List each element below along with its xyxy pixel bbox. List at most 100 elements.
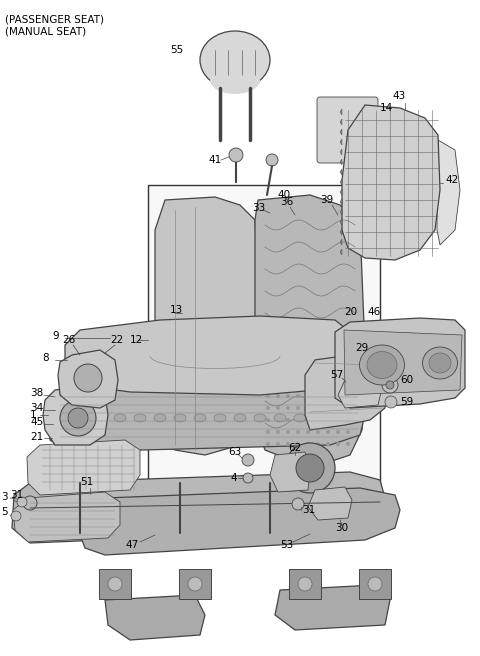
Circle shape: [276, 406, 280, 410]
Circle shape: [296, 406, 300, 410]
Polygon shape: [105, 595, 205, 640]
Circle shape: [316, 382, 320, 386]
Circle shape: [306, 406, 310, 410]
Ellipse shape: [210, 66, 260, 94]
Text: 34: 34: [30, 403, 43, 413]
FancyBboxPatch shape: [317, 97, 378, 163]
Text: 42: 42: [445, 175, 458, 185]
Circle shape: [336, 394, 340, 398]
Circle shape: [296, 454, 324, 482]
Circle shape: [346, 406, 350, 410]
Circle shape: [286, 418, 290, 422]
Circle shape: [286, 442, 290, 446]
Ellipse shape: [214, 414, 226, 422]
Circle shape: [346, 430, 350, 434]
Circle shape: [368, 577, 382, 591]
Circle shape: [266, 154, 278, 166]
Circle shape: [296, 430, 300, 434]
Text: 47: 47: [125, 540, 138, 550]
Polygon shape: [340, 209, 342, 215]
Circle shape: [266, 406, 270, 410]
Circle shape: [306, 442, 310, 446]
Circle shape: [316, 358, 320, 362]
Circle shape: [23, 496, 37, 510]
Ellipse shape: [274, 414, 286, 422]
Text: 60: 60: [400, 375, 413, 385]
Circle shape: [266, 430, 270, 434]
Text: 8: 8: [42, 353, 48, 363]
Polygon shape: [340, 249, 342, 255]
Polygon shape: [340, 109, 342, 115]
Text: 5: 5: [1, 507, 8, 517]
Circle shape: [296, 358, 300, 362]
Circle shape: [108, 577, 122, 591]
Circle shape: [316, 370, 320, 374]
Circle shape: [346, 370, 350, 374]
Circle shape: [336, 442, 340, 446]
Text: 36: 36: [280, 197, 293, 207]
Circle shape: [346, 382, 350, 386]
Circle shape: [266, 394, 270, 398]
Text: 33: 33: [252, 203, 265, 213]
Text: 21: 21: [30, 432, 43, 442]
Polygon shape: [48, 380, 365, 452]
Circle shape: [346, 394, 350, 398]
Circle shape: [326, 370, 330, 374]
Circle shape: [276, 382, 280, 386]
Circle shape: [296, 418, 300, 422]
FancyBboxPatch shape: [99, 569, 131, 599]
Circle shape: [336, 418, 340, 422]
Polygon shape: [65, 316, 355, 395]
Polygon shape: [340, 159, 342, 165]
Text: 22: 22: [110, 335, 123, 345]
Text: 29: 29: [355, 343, 368, 353]
Circle shape: [11, 511, 21, 521]
Circle shape: [286, 358, 290, 362]
Circle shape: [346, 418, 350, 422]
Circle shape: [276, 370, 280, 374]
Circle shape: [386, 381, 394, 389]
Circle shape: [266, 358, 270, 362]
FancyBboxPatch shape: [359, 569, 391, 599]
Text: 46: 46: [367, 307, 380, 317]
Text: 1: 1: [30, 410, 36, 420]
Text: 31: 31: [10, 490, 23, 500]
Circle shape: [17, 497, 27, 507]
Text: (MANUAL SEAT): (MANUAL SEAT): [5, 27, 86, 37]
Circle shape: [336, 370, 340, 374]
Polygon shape: [58, 350, 118, 408]
Circle shape: [296, 442, 300, 446]
Ellipse shape: [194, 414, 206, 422]
Circle shape: [336, 382, 340, 386]
Circle shape: [336, 358, 340, 362]
FancyBboxPatch shape: [179, 569, 211, 599]
Text: 63: 63: [228, 447, 241, 457]
Ellipse shape: [74, 414, 86, 422]
Text: 45: 45: [30, 417, 43, 427]
Polygon shape: [344, 330, 462, 395]
Text: 57: 57: [330, 370, 343, 380]
Text: 3: 3: [1, 492, 8, 502]
FancyBboxPatch shape: [289, 569, 321, 599]
Text: 59: 59: [400, 397, 413, 407]
Circle shape: [276, 358, 280, 362]
Circle shape: [74, 364, 102, 392]
Ellipse shape: [234, 414, 246, 422]
Circle shape: [306, 370, 310, 374]
Text: 9: 9: [52, 331, 59, 341]
Circle shape: [306, 394, 310, 398]
Circle shape: [276, 430, 280, 434]
Polygon shape: [13, 492, 120, 542]
Circle shape: [306, 430, 310, 434]
Circle shape: [385, 396, 397, 408]
Circle shape: [276, 442, 280, 446]
Text: 26: 26: [62, 335, 75, 345]
Text: 20: 20: [344, 307, 357, 317]
Circle shape: [326, 442, 330, 446]
Circle shape: [326, 418, 330, 422]
Circle shape: [316, 394, 320, 398]
Ellipse shape: [174, 414, 186, 422]
Text: 4: 4: [230, 473, 237, 483]
Circle shape: [316, 406, 320, 410]
Circle shape: [229, 148, 243, 162]
